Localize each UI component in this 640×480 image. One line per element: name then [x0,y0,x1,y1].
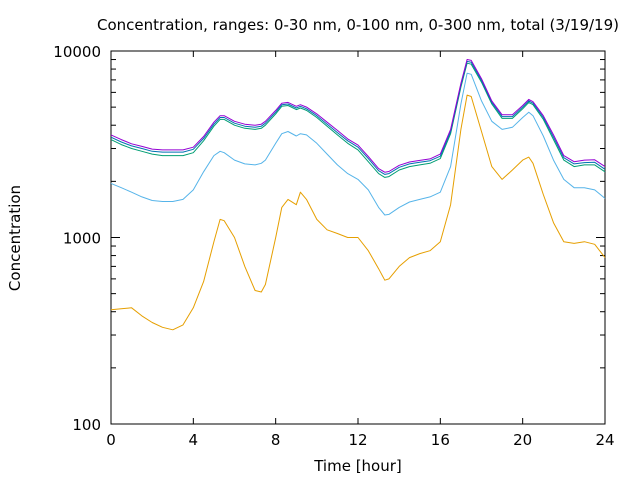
y-axis-ticks: 100 1000 10000 [53,43,605,434]
x-tick-label: 20 [513,431,532,449]
x-axis-ticks: 0 4 8 12 16 20 24 [106,51,615,449]
series-layer [110,59,606,331]
x-axis-label: Time [hour] [313,457,402,475]
x-tick-label: 24 [595,431,614,449]
x-tick-label: 8 [271,431,281,449]
series-line-5 [110,59,606,173]
y-tick-label: 1000 [63,230,101,248]
y-tick-label: 100 [72,416,101,434]
series-line-3 [110,62,606,178]
y-tick-label: 10000 [53,43,101,61]
x-tick-label: 0 [106,431,116,449]
series-line-1 [110,94,606,331]
x-tick-label: 16 [431,431,450,449]
chart-title: Concentration, ranges: 0-30 nm, 0-100 nm… [97,16,619,34]
series-line-4 [110,60,606,175]
y-minor-ticks [111,59,605,369]
y-axis-label: Concentration [6,185,24,291]
x-tick-label: 4 [189,431,199,449]
series-line-2 [110,72,606,216]
x-tick-label: 12 [348,431,367,449]
